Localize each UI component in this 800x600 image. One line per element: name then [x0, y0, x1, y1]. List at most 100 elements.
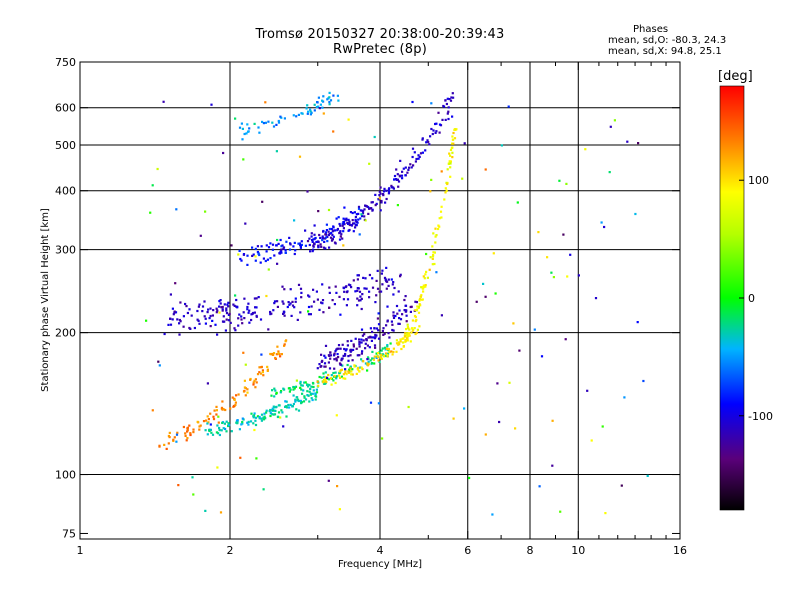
data-point: [221, 320, 225, 323]
data-point: [333, 375, 336, 378]
data-point: [399, 318, 403, 321]
data-point: [438, 217, 441, 220]
data-point: [356, 354, 359, 357]
data-point: [538, 485, 541, 488]
data-point: [317, 244, 320, 247]
data-point: [338, 371, 341, 375]
data-point: [343, 290, 346, 293]
data-point: [407, 405, 410, 409]
data-point: [225, 307, 228, 310]
data-point: [438, 123, 442, 126]
data-point: [386, 345, 389, 348]
data-point: [411, 319, 414, 322]
data-point: [272, 352, 276, 355]
data-point: [518, 349, 521, 352]
data-point: [390, 278, 393, 281]
data-point: [390, 350, 393, 353]
data-point: [352, 348, 355, 351]
data-point: [289, 243, 292, 246]
data-point: [378, 197, 381, 200]
data-point: [377, 402, 380, 405]
data-point: [231, 396, 234, 399]
data-point: [254, 247, 257, 250]
data-point: [514, 427, 517, 430]
data-point: [347, 355, 350, 358]
data-point: [283, 117, 286, 120]
data-point: [482, 282, 485, 285]
data-point: [371, 350, 374, 353]
data-point: [264, 101, 267, 104]
data-point: [184, 432, 187, 435]
data-point: [340, 368, 343, 371]
data-point: [173, 436, 176, 439]
data-point: [434, 241, 437, 244]
data-point: [189, 327, 192, 330]
data-point: [346, 290, 349, 293]
data-point: [193, 326, 196, 330]
data-point: [550, 271, 553, 274]
data-point: [342, 227, 345, 230]
data-point: [446, 97, 449, 100]
data-point: [308, 390, 311, 393]
data-point: [291, 300, 294, 303]
data-point: [300, 401, 303, 404]
data-point: [347, 283, 351, 286]
data-point: [637, 142, 640, 145]
data-point: [273, 300, 277, 303]
data-point: [253, 412, 256, 415]
colorbar-label: [deg]: [718, 69, 753, 84]
data-point: [323, 378, 326, 381]
data-point: [227, 319, 230, 322]
data-point: [266, 369, 269, 372]
data-point: [272, 125, 276, 128]
data-point: [273, 409, 276, 412]
data-point: [364, 219, 367, 222]
data-point: [371, 330, 374, 333]
data-point: [198, 425, 201, 428]
data-point: [360, 297, 363, 300]
data-point: [380, 356, 383, 359]
data-point: [285, 415, 288, 418]
data-point: [403, 309, 406, 312]
data-point: [261, 369, 264, 372]
data-point: [239, 257, 242, 261]
data-point: [537, 231, 540, 234]
data-point: [626, 140, 629, 143]
data-point: [315, 391, 319, 394]
data-point: [322, 246, 326, 249]
data-point: [429, 190, 432, 193]
data-point: [395, 168, 398, 171]
data-point: [335, 375, 338, 378]
data-point: [280, 251, 283, 254]
data-point: [204, 322, 207, 325]
data-point: [277, 352, 280, 355]
data-point: [359, 299, 362, 302]
data-point: [297, 399, 300, 403]
data-point: [347, 371, 350, 374]
data-point: [309, 387, 312, 391]
data-point: [370, 201, 373, 204]
data-point: [291, 405, 294, 408]
data-point: [271, 409, 275, 412]
data-point: [315, 290, 318, 293]
data-point: [434, 235, 437, 238]
data-point: [179, 301, 182, 304]
data-point: [418, 155, 421, 158]
data-point: [234, 294, 237, 297]
data-point: [233, 327, 236, 330]
data-point: [266, 368, 269, 371]
y-tick-label: 100: [55, 469, 76, 482]
data-point: [300, 240, 303, 243]
data-point: [363, 333, 366, 336]
data-point: [338, 295, 341, 298]
data-point: [404, 339, 407, 343]
data-point: [451, 142, 454, 145]
data-point: [318, 363, 321, 366]
data-point: [407, 168, 410, 171]
data-point: [178, 318, 181, 322]
data-point: [358, 341, 361, 344]
data-point: [185, 439, 188, 442]
data-point: [254, 386, 257, 389]
data-point: [468, 476, 471, 480]
data-point: [265, 411, 268, 414]
